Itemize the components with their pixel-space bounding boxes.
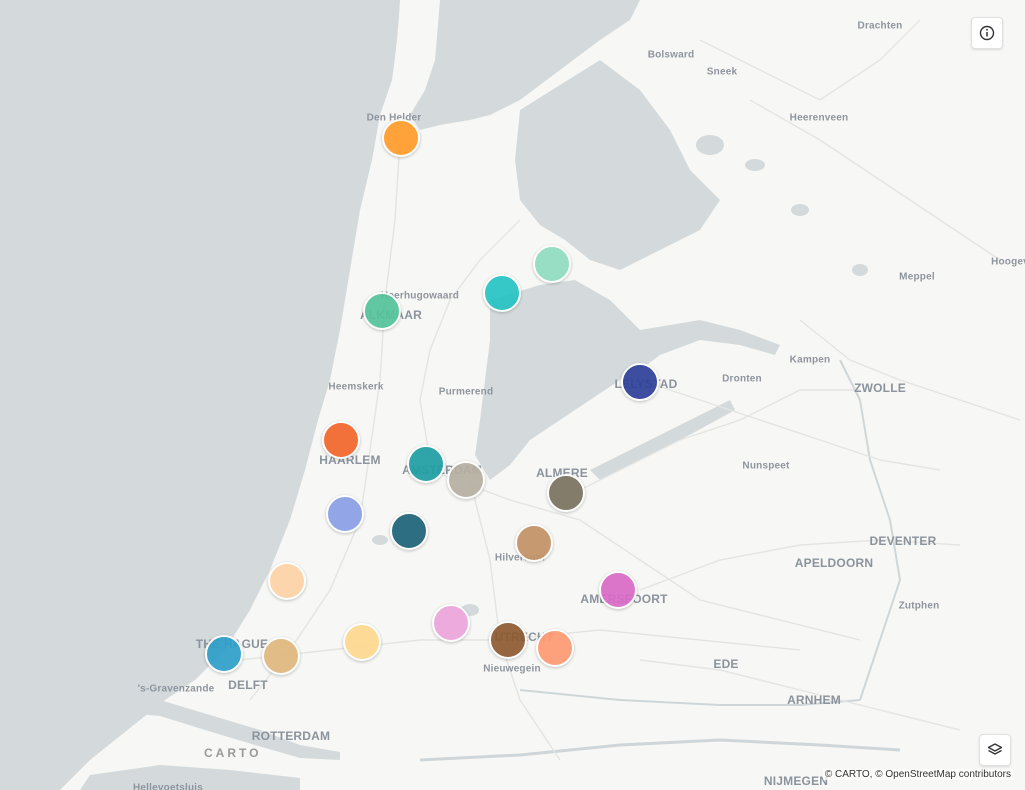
map-marker[interactable]: [483, 274, 521, 312]
randmeren: [640, 320, 780, 370]
map-marker[interactable]: [262, 637, 300, 675]
map-marker[interactable]: [621, 363, 659, 401]
map-marker[interactable]: [515, 524, 553, 562]
map-marker[interactable]: [322, 421, 360, 459]
haringvliet: [80, 765, 300, 790]
markermeer: [475, 280, 650, 480]
map-marker[interactable]: [382, 119, 420, 157]
layers-icon: [987, 743, 1003, 755]
lake: [791, 204, 809, 216]
rotterdam-port: [110, 700, 340, 760]
north-sea: [0, 0, 400, 790]
map-marker[interactable]: [547, 474, 585, 512]
river-nederrijn: [519, 689, 861, 706]
map-marker[interactable]: [489, 621, 527, 659]
attribution: © CARTO, © OpenStreetMap contributors: [822, 769, 1013, 780]
ijsselmeer: [515, 60, 720, 270]
info-button[interactable]: [971, 17, 1003, 49]
map-marker[interactable]: [390, 512, 428, 550]
lake: [852, 264, 868, 276]
map-marker[interactable]: [205, 635, 243, 673]
lake: [372, 535, 388, 545]
map-marker[interactable]: [536, 629, 574, 667]
carto-logo: CARTO: [204, 746, 262, 760]
lake: [696, 135, 724, 155]
info-icon: [979, 25, 995, 41]
map-marker[interactable]: [326, 495, 364, 533]
river-waal: [419, 738, 901, 762]
map-marker[interactable]: [533, 245, 571, 283]
map-marker[interactable]: [407, 445, 445, 483]
texel: [400, 0, 440, 100]
wadden-sea: [410, 0, 640, 130]
map-marker[interactable]: [363, 292, 401, 330]
layers-button[interactable]: [979, 734, 1011, 766]
map-marker[interactable]: [343, 623, 381, 661]
map-marker[interactable]: [432, 604, 470, 642]
river-ijssel: [839, 359, 902, 701]
lake: [745, 159, 765, 171]
veluwemeer: [590, 400, 735, 480]
map-marker[interactable]: [599, 571, 637, 609]
map-marker[interactable]: [268, 562, 306, 600]
map-marker[interactable]: [447, 461, 485, 499]
